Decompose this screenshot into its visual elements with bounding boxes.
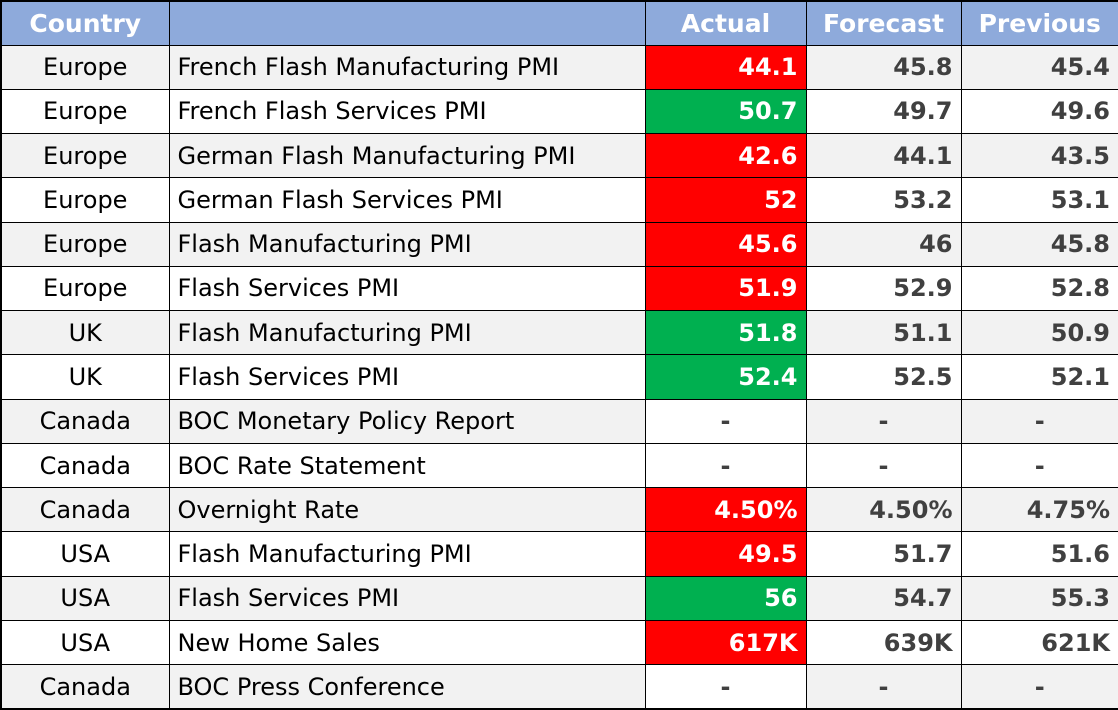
cell-previous: 621K [960, 619, 1118, 666]
cell-actual: 4.50% [644, 487, 807, 533]
cell-previous: 50.9 [960, 310, 1118, 356]
cell-previous: 55.3 [960, 575, 1118, 621]
cell-event: Flash Services PMI [168, 575, 646, 621]
cell-event: New Home Sales [168, 619, 646, 666]
table-row: USA Flash Manufacturing PMI 49.5 51.7 51.6 [0, 531, 1118, 577]
cell-forecast: 639K [805, 619, 962, 666]
table-row: USA New Home Sales 617K 639K 621K [0, 619, 1118, 666]
cell-forecast: 53.2 [805, 177, 962, 223]
cell-forecast: 51.7 [805, 531, 962, 577]
cell-country: USA [0, 619, 170, 666]
cell-actual: 51.9 [644, 265, 807, 312]
header-country: Country [0, 0, 170, 46]
cell-event: BOC Press Conference [168, 664, 646, 710]
table-row: Canada BOC Rate Statement - - - [0, 442, 1118, 489]
cell-country: Canada [0, 664, 170, 710]
cell-actual: 617K [644, 619, 807, 666]
cell-forecast: 49.7 [805, 88, 962, 135]
table-row: Europe German Flash Services PMI 52 53.2 53.… [0, 177, 1118, 223]
cell-forecast: 52.9 [805, 265, 962, 312]
cell-event: Flash Manufacturing PMI [168, 221, 646, 267]
cell-previous: - [960, 442, 1118, 489]
header-forecast: Forecast [805, 0, 962, 46]
cell-forecast: 4.50% [805, 487, 962, 533]
cell-actual: 56 [644, 575, 807, 621]
cell-event: French Flash Manufacturing PMI [168, 44, 646, 90]
cell-event: Flash Manufacturing PMI [168, 531, 646, 577]
table-row: UK Flash Services PMI 52.4 52.5 52.1 [0, 354, 1118, 400]
cell-previous: 53.1 [960, 177, 1118, 223]
cell-actual: 45.6 [644, 221, 807, 267]
table-row: Europe German Flash Manufacturing PMI 42.6… [0, 133, 1118, 179]
table-row: Canada BOC Press Conference - - - [0, 664, 1118, 710]
cell-country: Europe [0, 44, 170, 90]
table-row: USA Flash Services PMI 56 54.7 55.3 [0, 575, 1118, 621]
cell-previous: 52.8 [960, 265, 1118, 312]
cell-country: Europe [0, 265, 170, 312]
cell-event: French Flash Services PMI [168, 88, 646, 135]
cell-event: Flash Manufacturing PMI [168, 310, 646, 356]
cell-previous: 51.6 [960, 531, 1118, 577]
cell-country: Canada [0, 442, 170, 489]
cell-country: Canada [0, 398, 170, 444]
cell-event: Flash Services PMI [168, 265, 646, 312]
cell-actual: 44.1 [644, 44, 807, 90]
table-row: Europe Flash Manufacturing PMI 45.6 46 45.8 [0, 221, 1118, 267]
cell-event: BOC Monetary Policy Report [168, 398, 646, 444]
cell-actual: 52 [644, 177, 807, 223]
cell-country: Europe [0, 177, 170, 223]
cell-actual: - [644, 442, 807, 489]
cell-previous: 45.8 [960, 221, 1118, 267]
cell-forecast: 52.5 [805, 354, 962, 400]
table-row: Canada Overnight Rate 4.50% 4.50% 4.75% [0, 487, 1118, 533]
table-row: Europe Flash Services PMI 51.9 52.9 52.8 [0, 265, 1118, 312]
cell-country: USA [0, 575, 170, 621]
cell-actual: 49.5 [644, 531, 807, 577]
cell-country: USA [0, 531, 170, 577]
cell-actual: 51.8 [644, 310, 807, 356]
cell-forecast: - [805, 664, 962, 710]
header-previous: Previous [960, 0, 1118, 46]
header-event [168, 0, 646, 46]
cell-country: UK [0, 354, 170, 400]
table-row: UK Flash Manufacturing PMI 51.8 51.1 50.9 [0, 310, 1118, 356]
cell-forecast: - [805, 442, 962, 489]
table-row: Europe French Flash Services PMI 50.7 49.7 4… [0, 88, 1118, 135]
cell-previous: 4.75% [960, 487, 1118, 533]
cell-event: BOC Rate Statement [168, 442, 646, 489]
cell-forecast: 51.1 [805, 310, 962, 356]
cell-actual: 50.7 [644, 88, 807, 135]
header-row: Country Actual Forecast Previous [0, 0, 1118, 46]
cell-previous: - [960, 398, 1118, 444]
cell-forecast: - [805, 398, 962, 444]
table-row: Europe French Flash Manufacturing PMI 44.1… [0, 44, 1118, 90]
cell-actual: 42.6 [644, 133, 807, 179]
cell-country: Europe [0, 88, 170, 135]
cell-country: Canada [0, 487, 170, 533]
cell-actual: - [644, 664, 807, 710]
cell-forecast: 46 [805, 221, 962, 267]
cell-event: Overnight Rate [168, 487, 646, 533]
cell-actual: 52.4 [644, 354, 807, 400]
table-body: Europe French Flash Manufacturing PMI 44.1… [0, 44, 1118, 710]
cell-event: German Flash Services PMI [168, 177, 646, 223]
cell-previous: 49.6 [960, 88, 1118, 135]
cell-event: German Flash Manufacturing PMI [168, 133, 646, 179]
cell-event: Flash Services PMI [168, 354, 646, 400]
table-row: Canada BOC Monetary Policy Report - - - [0, 398, 1118, 444]
cell-country: UK [0, 310, 170, 356]
cell-previous: - [960, 664, 1118, 710]
cell-previous: 43.5 [960, 133, 1118, 179]
header-actual: Actual [644, 0, 807, 46]
cell-actual: - [644, 398, 807, 444]
cell-forecast: 54.7 [805, 575, 962, 621]
cell-country: Europe [0, 133, 170, 179]
cell-previous: 52.1 [960, 354, 1118, 400]
cell-country: Europe [0, 221, 170, 267]
cell-previous: 45.4 [960, 44, 1118, 90]
cell-forecast: 44.1 [805, 133, 962, 179]
cell-forecast: 45.8 [805, 44, 962, 90]
